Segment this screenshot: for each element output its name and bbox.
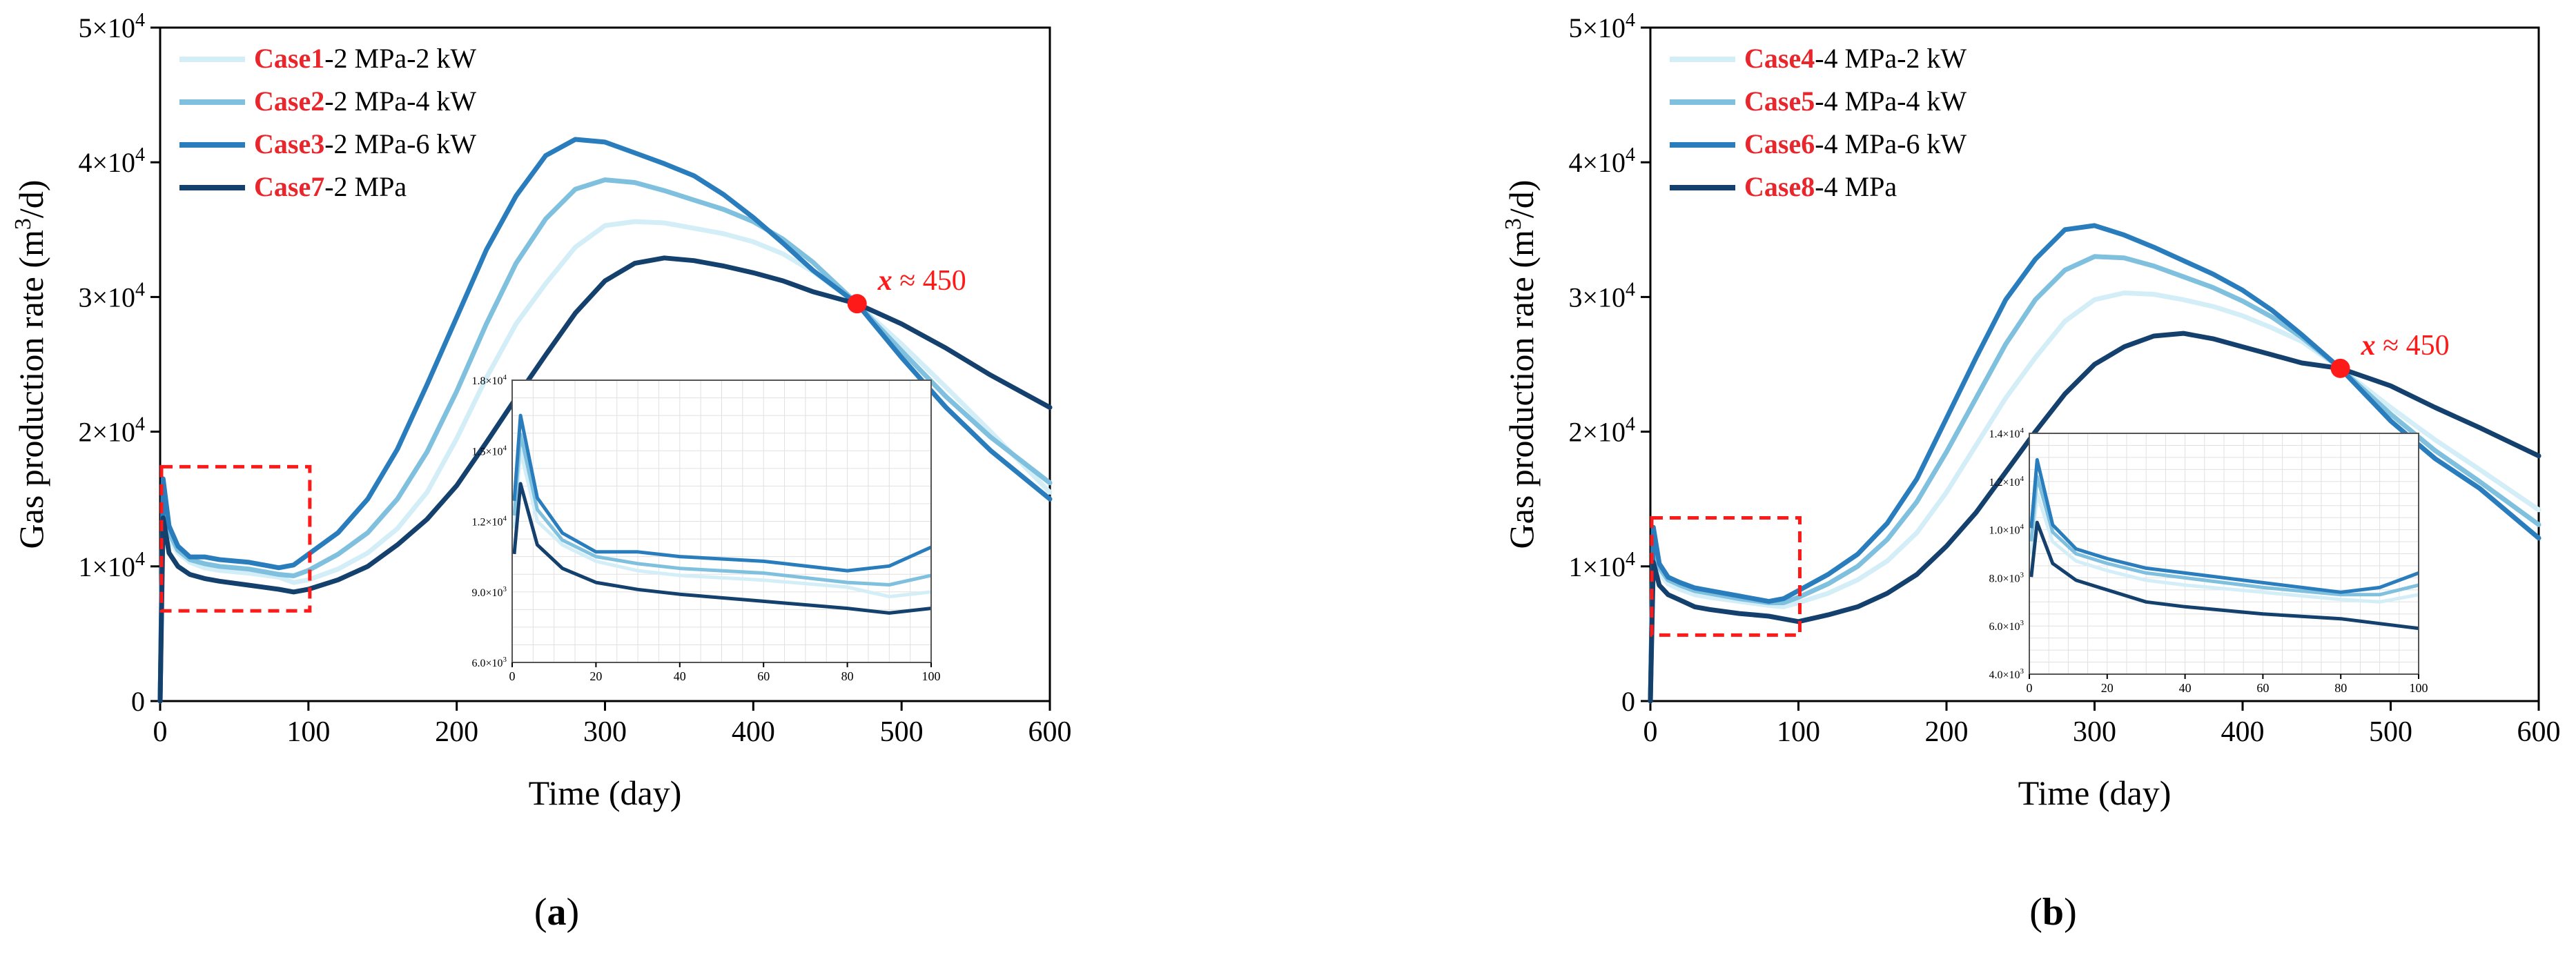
inset-x-tick-label: 80 bbox=[2334, 681, 2347, 695]
chart-panel-b: 0 100 200 300 400 500 60001×1042×1043×1044×104… bbox=[1501, 10, 2561, 934]
inset-series-line bbox=[2029, 475, 2419, 597]
series-line-case3 bbox=[157, 137, 1053, 704]
inset-series-line bbox=[512, 482, 932, 615]
intersection-marker bbox=[847, 294, 867, 314]
x-tick-label: 600 bbox=[2517, 716, 2561, 748]
chart-panel-a: 0 100 200 300 400 500 60001×1042×1043×1044×104… bbox=[10, 10, 1072, 934]
inset-x-tick-label: 0 bbox=[509, 669, 516, 683]
x-tick-label: 400 bbox=[732, 716, 775, 748]
series-line-case1 bbox=[157, 219, 1053, 704]
inset-series-line bbox=[2029, 520, 2419, 631]
inset-series-line bbox=[512, 432, 932, 587]
inset-x-tick-label: 100 bbox=[2410, 681, 2428, 695]
inset-x-tick-label: 60 bbox=[757, 669, 770, 683]
inset-x-tick-label: 80 bbox=[841, 669, 854, 683]
inset-y-tick-label: 1.2×104 bbox=[1989, 475, 2024, 489]
legend-entry: Case6-4 MPa-6 kW bbox=[1744, 128, 1967, 159]
inset-series-line bbox=[512, 413, 933, 573]
inset-x-tick-label: 100 bbox=[922, 669, 941, 683]
x-tick-label: 200 bbox=[1925, 716, 1969, 748]
series-line-case8 bbox=[1648, 331, 2541, 704]
panel-label: (b) bbox=[2029, 891, 2076, 934]
inset-y-tick-label: 6.0×103 bbox=[471, 656, 507, 669]
x-axis-label: Time (day) bbox=[529, 774, 682, 812]
y-tick-label: 4×104 bbox=[78, 144, 145, 178]
y-tick-label: 5×104 bbox=[1568, 10, 1635, 43]
series-line-case2 bbox=[157, 177, 1053, 704]
inset-x-tick-label: 60 bbox=[2256, 681, 2269, 695]
y-tick-label: 3×104 bbox=[78, 279, 145, 313]
inset-frame bbox=[2029, 433, 2419, 675]
inset-y-tick-label: 8.0×103 bbox=[1989, 571, 2024, 584]
intersection-label: x ≈ 450 bbox=[877, 265, 966, 297]
x-tick-label: 500 bbox=[880, 716, 924, 748]
legend-entry: Case8-4 MPa bbox=[1744, 171, 1897, 202]
inset-frame bbox=[511, 380, 932, 663]
legend-entry: Case5-4 MPa-4 kW bbox=[1744, 86, 1967, 117]
inset-chart: 0 20 40 60 80 100 4.0×103 6.0×103 8.0×103 1.0×104… bbox=[1989, 426, 2428, 695]
legend-entry: Case7-2 MPa bbox=[254, 171, 407, 202]
x-tick-label: 0 bbox=[153, 716, 168, 748]
x-tick-label: 500 bbox=[2369, 716, 2412, 748]
inset-series-line bbox=[2029, 491, 2419, 604]
inset-series-line bbox=[2029, 457, 2419, 594]
legend-entry: Case4-4 MPa-2 kW bbox=[1744, 43, 1967, 74]
inset-x-tick-label: 0 bbox=[2027, 681, 2033, 695]
inset-y-tick-label: 6.0×103 bbox=[1989, 619, 2024, 633]
series-line-case7 bbox=[157, 255, 1053, 704]
x-tick-label: 400 bbox=[2221, 716, 2265, 748]
series-line-case6 bbox=[1648, 223, 2541, 704]
inset-y-tick-label: 9.0×103 bbox=[471, 585, 507, 599]
x-tick-label: 300 bbox=[2073, 716, 2116, 748]
x-tick-label: 300 bbox=[583, 716, 627, 748]
series-line-case5 bbox=[1648, 254, 2541, 704]
inset-x-tick-label: 20 bbox=[589, 669, 602, 683]
y-tick-label: 2×104 bbox=[78, 414, 145, 448]
inset-y-tick-label: 1.2×104 bbox=[471, 515, 507, 529]
y-tick-label: 1×104 bbox=[1568, 549, 1635, 582]
x-tick-label: 600 bbox=[1028, 716, 1072, 748]
inset-x-tick-label: 40 bbox=[2179, 681, 2192, 695]
legend-entry: Case1-2 MPa-2 kW bbox=[254, 43, 476, 74]
x-tick-label: 200 bbox=[435, 716, 478, 748]
y-tick-label: 0 bbox=[1621, 686, 1635, 717]
inset-y-tick-label: 1.0×104 bbox=[1989, 523, 2024, 537]
intersection-label: x ≈ 450 bbox=[2361, 330, 2450, 362]
legend-entry: Case2-2 MPa-4 kW bbox=[254, 86, 476, 117]
intersection-marker bbox=[2330, 358, 2350, 378]
x-tick-label: 100 bbox=[1777, 716, 1820, 748]
inset-x-tick-label: 40 bbox=[674, 669, 686, 683]
inset-chart: 0 20 40 60 80 100 6.0×103 9.0×103 1.2×104 1.5×104… bbox=[471, 373, 940, 683]
y-tick-label: 1×104 bbox=[78, 549, 145, 582]
y-tick-label: 5×104 bbox=[78, 10, 145, 43]
inset-y-tick-label: 1.4×104 bbox=[1989, 426, 2024, 440]
inset-y-tick-label: 1.5×104 bbox=[471, 444, 507, 457]
zoom-region-box bbox=[159, 464, 312, 613]
y-tick-label: 0 bbox=[131, 686, 145, 717]
series-line-case4 bbox=[1648, 291, 2541, 704]
x-tick-label: 100 bbox=[286, 716, 330, 748]
y-axis-label: Gas production rate (m3/d) bbox=[1501, 180, 1541, 549]
y-tick-label: 2×104 bbox=[1568, 414, 1635, 448]
inset-y-tick-label: 1.8×104 bbox=[471, 373, 507, 387]
inset-x-tick-label: 20 bbox=[2101, 681, 2114, 695]
x-axis-label: Time (day) bbox=[2018, 774, 2172, 812]
legend-entry: Case3-2 MPa-6 kW bbox=[254, 128, 476, 159]
inset-series-line bbox=[512, 449, 932, 599]
y-tick-label: 4×104 bbox=[1568, 144, 1635, 178]
inset-y-tick-label: 4.0×103 bbox=[1989, 667, 2024, 681]
panel-label: (a) bbox=[534, 891, 579, 934]
x-tick-label: 0 bbox=[1643, 716, 1658, 748]
zoom-region-box bbox=[1650, 516, 1802, 637]
y-axis-label: Gas production rate (m3/d) bbox=[10, 180, 50, 549]
y-tick-label: 3×104 bbox=[1568, 279, 1635, 313]
